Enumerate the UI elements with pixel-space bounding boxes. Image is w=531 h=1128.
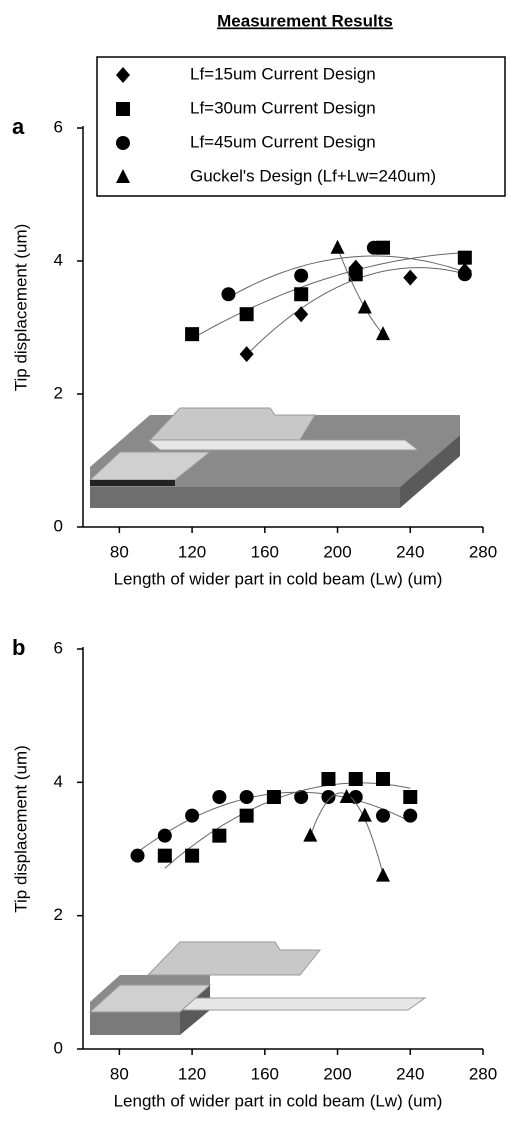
point: [185, 848, 200, 863]
y-tick-label: 0: [54, 516, 63, 535]
point: [185, 327, 200, 342]
x-tick-label: 120: [178, 1064, 206, 1083]
x-tick-label: 280: [469, 542, 497, 561]
point: [239, 808, 254, 823]
point: [294, 306, 309, 323]
point: [403, 808, 418, 823]
point: [294, 790, 309, 804]
legend-marker: [116, 136, 130, 150]
x-tick-label: 200: [323, 542, 351, 561]
point: [157, 828, 172, 843]
point: [212, 828, 227, 843]
legend-label: Lf=15um Current Design: [190, 64, 376, 83]
point: [457, 250, 472, 265]
point: [294, 268, 309, 283]
x-tick-label: 160: [251, 542, 279, 561]
point: [376, 326, 390, 341]
beam-illustration-b: [88, 941, 427, 1035]
point: [185, 808, 200, 823]
y-axis-label: Tip displacement (um): [11, 224, 30, 392]
y-tick-label: 4: [54, 250, 63, 269]
point: [239, 346, 254, 363]
x-axis-label: Length of wider part in cold beam (Lw) (…: [114, 569, 443, 588]
trend-line: [228, 255, 465, 298]
point: [321, 790, 336, 804]
x-axis-label: Length of wider part in cold beam (Lw) (…: [114, 1091, 443, 1110]
x-tick-label: 160: [251, 1064, 279, 1083]
legend-label: Lf=30um Current Design: [190, 98, 376, 117]
x-tick-label: 200: [323, 1064, 351, 1083]
point: [357, 807, 372, 822]
point: [321, 772, 336, 786]
point: [221, 287, 236, 302]
point: [348, 267, 363, 282]
y-axis-label: Tip displacement (um): [11, 745, 30, 913]
panel-label: b: [12, 635, 25, 660]
point: [348, 772, 363, 786]
point: [266, 790, 281, 804]
legend-label: Guckel's Design (Lf+Lw=240um): [190, 166, 436, 185]
x-tick-label: 80: [110, 1064, 129, 1083]
y-tick-label: 0: [54, 1038, 63, 1057]
point: [212, 790, 227, 804]
x-tick-label: 80: [110, 542, 129, 561]
point: [376, 867, 390, 882]
y-tick-label: 2: [54, 905, 63, 924]
x-tick-label: 120: [178, 542, 206, 561]
x-tick-label: 240: [396, 1064, 424, 1083]
trend-line: [164, 782, 411, 869]
beam-illustration-a: [88, 407, 460, 508]
point: [376, 808, 390, 823]
y-tick-label: 6: [54, 117, 63, 136]
point: [339, 789, 354, 803]
point: [403, 790, 418, 804]
point: [403, 269, 418, 286]
legend-box: [96, 56, 506, 197]
x-tick-label: 240: [396, 542, 424, 561]
point: [330, 239, 345, 254]
legend-marker: [116, 67, 130, 83]
point: [157, 848, 172, 863]
panel-label: a: [12, 114, 25, 139]
point: [366, 240, 381, 255]
point: [130, 848, 145, 863]
point: [303, 827, 318, 842]
point: [294, 287, 309, 302]
chart-title: Measurement Results: [217, 11, 393, 30]
x-tick-label: 280: [469, 1064, 497, 1083]
point: [239, 307, 254, 322]
y-tick-label: 2: [54, 383, 63, 402]
y-tick-label: 4: [54, 772, 63, 791]
legend-marker: [116, 169, 130, 183]
point: [239, 790, 254, 804]
point: [357, 299, 372, 314]
legend-marker: [116, 102, 130, 116]
trend-line: [191, 252, 465, 339]
trend-line: [337, 247, 384, 335]
point: [457, 267, 472, 282]
point: [376, 772, 390, 786]
legend-label: Lf=45um Current Design: [190, 132, 376, 151]
y-tick-label: 6: [54, 638, 63, 657]
